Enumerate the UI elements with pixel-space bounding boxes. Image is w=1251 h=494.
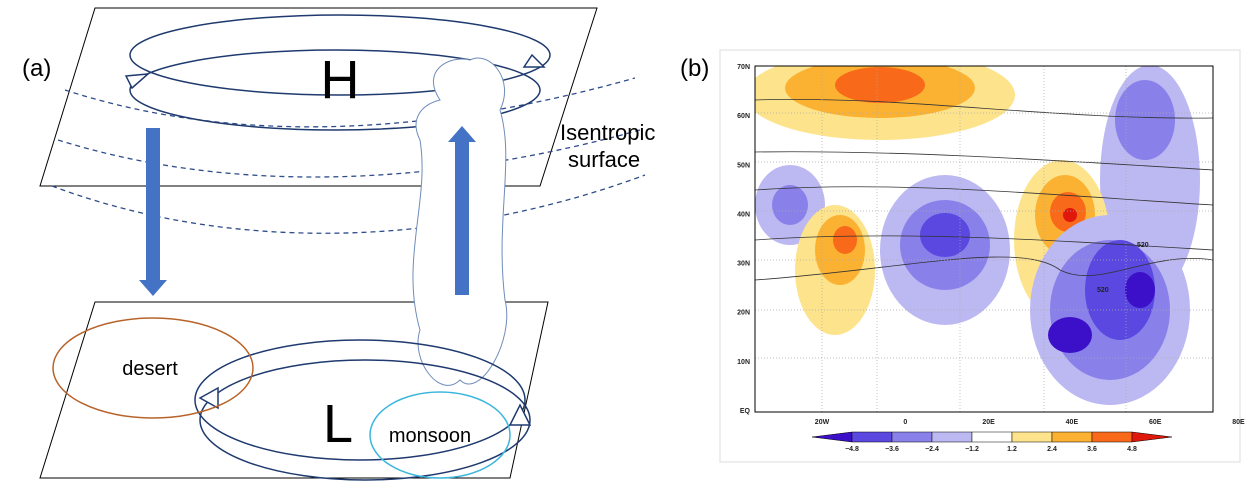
high-label: H bbox=[321, 50, 360, 110]
low-label: L bbox=[323, 394, 353, 454]
map-frame bbox=[754, 65, 1214, 413]
contour-label: 520 bbox=[1097, 287, 1109, 294]
colorbar-label: −3.6 bbox=[885, 446, 899, 453]
down-arrow bbox=[146, 128, 160, 283]
monsoon-region bbox=[369, 391, 511, 479]
colorbar-label: −2.4 bbox=[925, 446, 939, 453]
colorbar-bin bbox=[931, 431, 973, 443]
lon-label: 60E bbox=[1149, 419, 1162, 426]
colorbar-label: 4.8 bbox=[1127, 446, 1137, 453]
panel-label: (a) bbox=[22, 55, 51, 82]
down-arrow-head bbox=[139, 280, 167, 296]
monsoon-label: monsoon bbox=[389, 425, 471, 447]
colorbar-bin bbox=[1051, 431, 1093, 443]
isentropic-lines bbox=[51, 77, 646, 234]
isentropic-label: Isentropic bbox=[560, 120, 655, 145]
lon-label: 40E bbox=[1066, 419, 1079, 426]
lat-label: 10N bbox=[737, 359, 750, 366]
lon-label: 20W bbox=[815, 419, 830, 426]
lat-label: 50N bbox=[737, 162, 750, 169]
lat-label: 30N bbox=[737, 261, 750, 268]
panel-frame bbox=[719, 49, 1241, 463]
colorbar-bin bbox=[811, 431, 853, 443]
desert-label: desert bbox=[122, 358, 178, 380]
lat-label: 20N bbox=[737, 310, 750, 317]
lon-label: 0 bbox=[903, 419, 907, 426]
colorbar-bin bbox=[851, 431, 893, 443]
colorbar-label: −4.8 bbox=[845, 446, 859, 453]
colorbar-bin bbox=[971, 431, 1013, 443]
panel-label: (b) bbox=[680, 55, 709, 82]
colorbar-label: −1.2 bbox=[965, 446, 979, 453]
upper-circulation bbox=[124, 14, 551, 131]
colorbar-label: 3.6 bbox=[1087, 446, 1097, 453]
panel-a: (a) H Isentropic surface desert bbox=[22, 7, 655, 481]
colorbar-label: 1.2 bbox=[1007, 446, 1017, 453]
lon-label: 80E bbox=[1232, 419, 1245, 426]
isentropic-label: surface bbox=[568, 147, 640, 172]
colorbar-bin bbox=[1091, 431, 1133, 443]
desert-region bbox=[52, 317, 254, 419]
lat-label: EQ bbox=[740, 408, 751, 415]
lat-label: 70N bbox=[737, 64, 750, 71]
lat-label: 60N bbox=[737, 113, 750, 120]
up-arrow bbox=[455, 140, 469, 295]
map-field bbox=[755, 66, 1213, 412]
lon-label: 20E bbox=[982, 419, 995, 426]
lat-label: 40N bbox=[737, 211, 750, 218]
contour-label: 520 bbox=[1137, 242, 1149, 249]
colorbar-label: 2.4 bbox=[1047, 446, 1057, 453]
lower-circulation bbox=[194, 339, 532, 481]
colorbar-bin bbox=[1011, 431, 1053, 443]
up-arrow-head bbox=[448, 126, 476, 142]
colorbar-bin bbox=[891, 431, 933, 443]
colorbar-bin bbox=[1131, 431, 1173, 443]
